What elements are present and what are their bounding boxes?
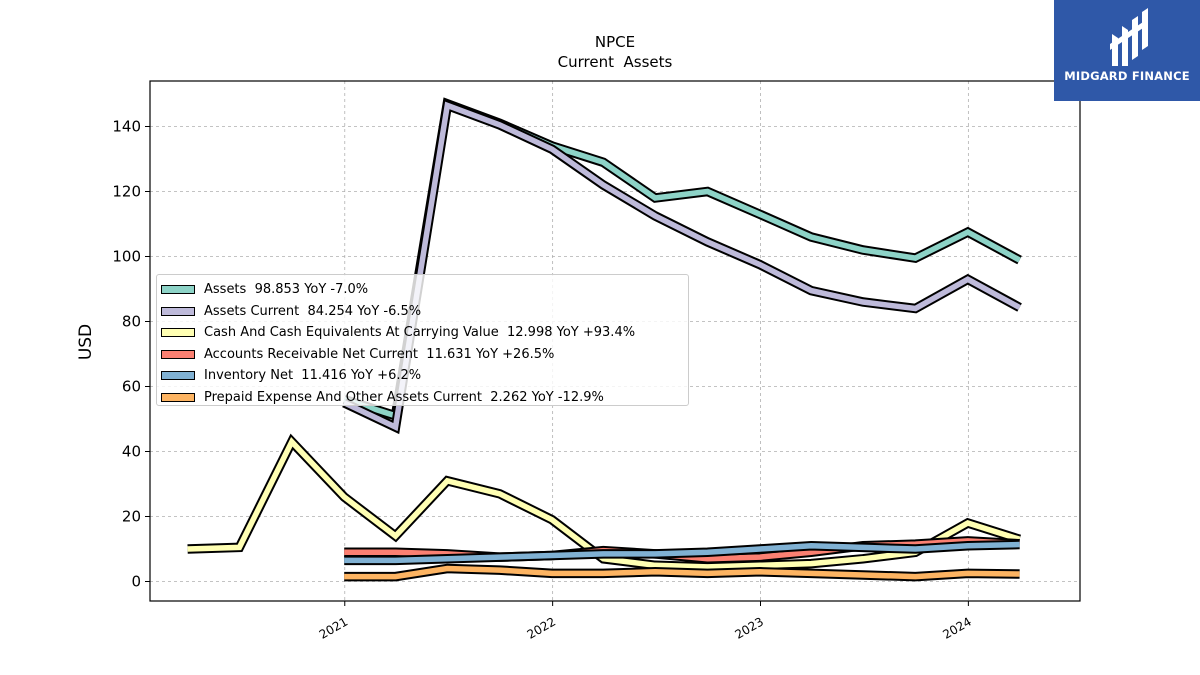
logo-wordmark: MIDGARD FINANCE: [1064, 69, 1190, 83]
y-tick-label: 20: [122, 508, 141, 526]
series-line: [344, 565, 1020, 580]
legend-item-assets-current: Assets Current 84.254 YoY -6.5%: [157, 301, 688, 323]
series-layer: [187, 97, 1022, 582]
x-tick-label: 2022: [525, 614, 558, 641]
midgard-logo-icon: [1110, 8, 1148, 66]
x-tick-label: 2021: [317, 614, 350, 641]
series-prepaid-expense-and-other-assets-current: [344, 563, 1020, 582]
chart-subtitle: Current Assets: [558, 53, 673, 71]
y-tick-label: 120: [112, 183, 141, 201]
legend-swatch-prepaid: [161, 392, 195, 402]
legend-label-inventory: Inventory Net 11.416 YoY +6.2%: [204, 368, 422, 384]
y-tick-label: 140: [112, 118, 141, 136]
series-line: [344, 541, 1020, 564]
y-tick-label: 60: [122, 378, 141, 396]
legend-swatch-inventory: [161, 371, 195, 381]
legend-item-accounts-receivable: Accounts Receivable Net Current 11.631 Y…: [157, 344, 688, 366]
x-axis-ticks: 2021 2022 2023 2024: [317, 601, 974, 642]
legend-item-cash: Cash And Cash Equivalents At Carrying Va…: [157, 322, 688, 344]
legend-swatch-cash: [161, 328, 195, 338]
legend-label-assets-current: Assets Current 84.254 YoY -6.5%: [204, 303, 422, 319]
y-tick-label: 80: [122, 313, 141, 331]
x-tick-label: 2024: [940, 614, 973, 641]
brand-logo: MIDGARD FINANCE: [1054, 0, 1200, 101]
legend-item-prepaid: Prepaid Expense And Other Assets Current…: [157, 387, 688, 409]
legend-label-assets: Assets 98.853 YoY -7.0%: [204, 282, 369, 298]
legend-swatch-assets-current: [161, 306, 195, 316]
series-line: [343, 101, 1021, 432]
y-tick-label: 40: [122, 443, 141, 461]
legend-swatch-accounts-receivable: [161, 349, 195, 359]
y-axis-ticks: 0 20 40 60 80 100 120 140: [112, 118, 150, 591]
legend-item-inventory: Inventory Net 11.416 YoY +6.2%: [157, 365, 688, 387]
series-line: [187, 437, 1021, 570]
y-tick-label: 0: [131, 573, 141, 591]
legend-label-cash: Cash And Cash Equivalents At Carrying Va…: [204, 325, 636, 341]
series-cash-and-cash-equivalents-at-carrying-value: [187, 433, 1022, 572]
chart-title: NPCE: [595, 33, 635, 51]
plot-frame: [149, 80, 1081, 602]
legend-label-accounts-receivable: Accounts Receivable Net Current 11.631 Y…: [204, 346, 555, 362]
x-tick-label: 2023: [733, 614, 766, 641]
legend-label-prepaid: Prepaid Expense And Other Assets Current…: [204, 389, 604, 405]
chart-legend: Assets 98.853 YoY -7.0% Assets Current 8…: [156, 274, 689, 406]
series-assets-current: [342, 98, 1022, 435]
y-tick-label: 100: [112, 248, 141, 266]
series-inventory-net: [344, 539, 1020, 566]
legend-swatch-assets: [161, 285, 195, 295]
y-axis-label: USD: [76, 324, 96, 360]
legend-item-assets: Assets 98.853 YoY -7.0%: [157, 279, 688, 301]
